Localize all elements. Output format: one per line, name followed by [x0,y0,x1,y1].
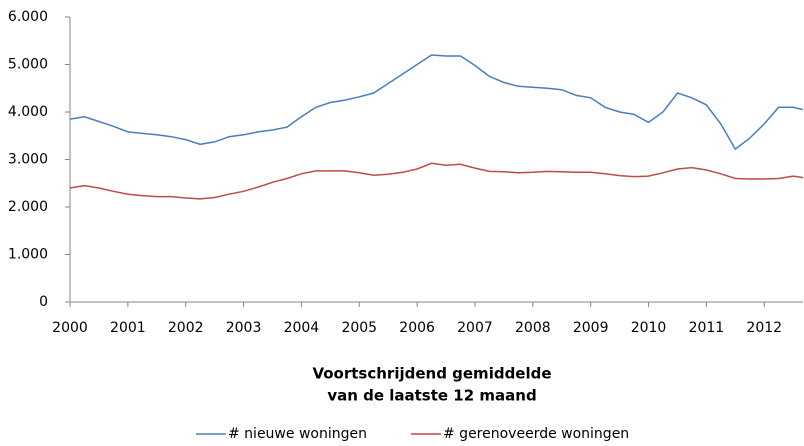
y-tick-label: 6.000 [8,9,48,25]
series-line [69,54,804,151]
series-line [69,162,804,200]
y-tick-label: 5.000 [8,57,48,73]
x-tick-label: 2004 [284,320,320,336]
y-tick-label: 0 [39,294,48,310]
x-tick-label: 2007 [457,320,493,336]
x-tick-label: 2002 [168,320,204,336]
x-tick-label: 2001 [110,320,146,336]
x-axis-title: van de laatste 12 maand [327,387,536,405]
y-tick-label: 1.000 [8,247,48,263]
legend-label: # nieuwe woningen [228,426,367,442]
x-tick-label: 2012 [746,320,782,336]
x-tick-label: 2010 [631,320,667,336]
legend-label: # gerenoveerde woningen [443,426,629,442]
x-tick-label: 2009 [573,320,609,336]
y-tick-label: 2.000 [8,199,48,215]
x-tick-label: 2006 [399,320,435,336]
x-tick-label: 2005 [341,320,377,336]
x-tick-label: 2011 [689,320,725,336]
x-tick-label: 2003 [226,320,262,336]
x-axis-title: Voortschrijdend gemiddelde [312,365,551,383]
y-tick-label: 4.000 [8,104,48,120]
y-tick-label: 3.000 [8,152,48,168]
x-tick-label: 2000 [52,320,88,336]
x-tick-label: 2008 [515,320,551,336]
